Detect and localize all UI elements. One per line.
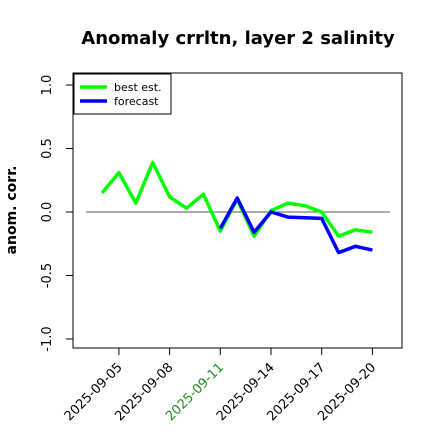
x-axis: 2025-09-052025-09-082025-09-112025-09-14…	[62, 348, 379, 424]
chart-title: Anomaly crrltn, layer 2 salinity	[81, 28, 395, 49]
y-tick-label: 0.5	[40, 138, 55, 159]
y-tick-label: 0.0	[40, 202, 55, 223]
y-tick-label: -1.0	[40, 326, 55, 351]
legend: best est. forecast	[73, 73, 172, 115]
y-axis: -1.0 -0.5 0.0 0.5 1.0	[40, 75, 73, 352]
series-layer	[100, 160, 373, 255]
series-line-forecast	[218, 196, 373, 255]
y-tick-label: 1.0	[40, 75, 55, 96]
y-tick-label: -0.5	[40, 263, 55, 288]
legend-label-best-est: best est.	[114, 81, 162, 94]
plot-frame	[72, 72, 403, 349]
y-axis-label: anom. corr.	[4, 166, 20, 255]
legend-label-forecast: forecast	[114, 95, 159, 108]
legend-box	[73, 73, 172, 115]
